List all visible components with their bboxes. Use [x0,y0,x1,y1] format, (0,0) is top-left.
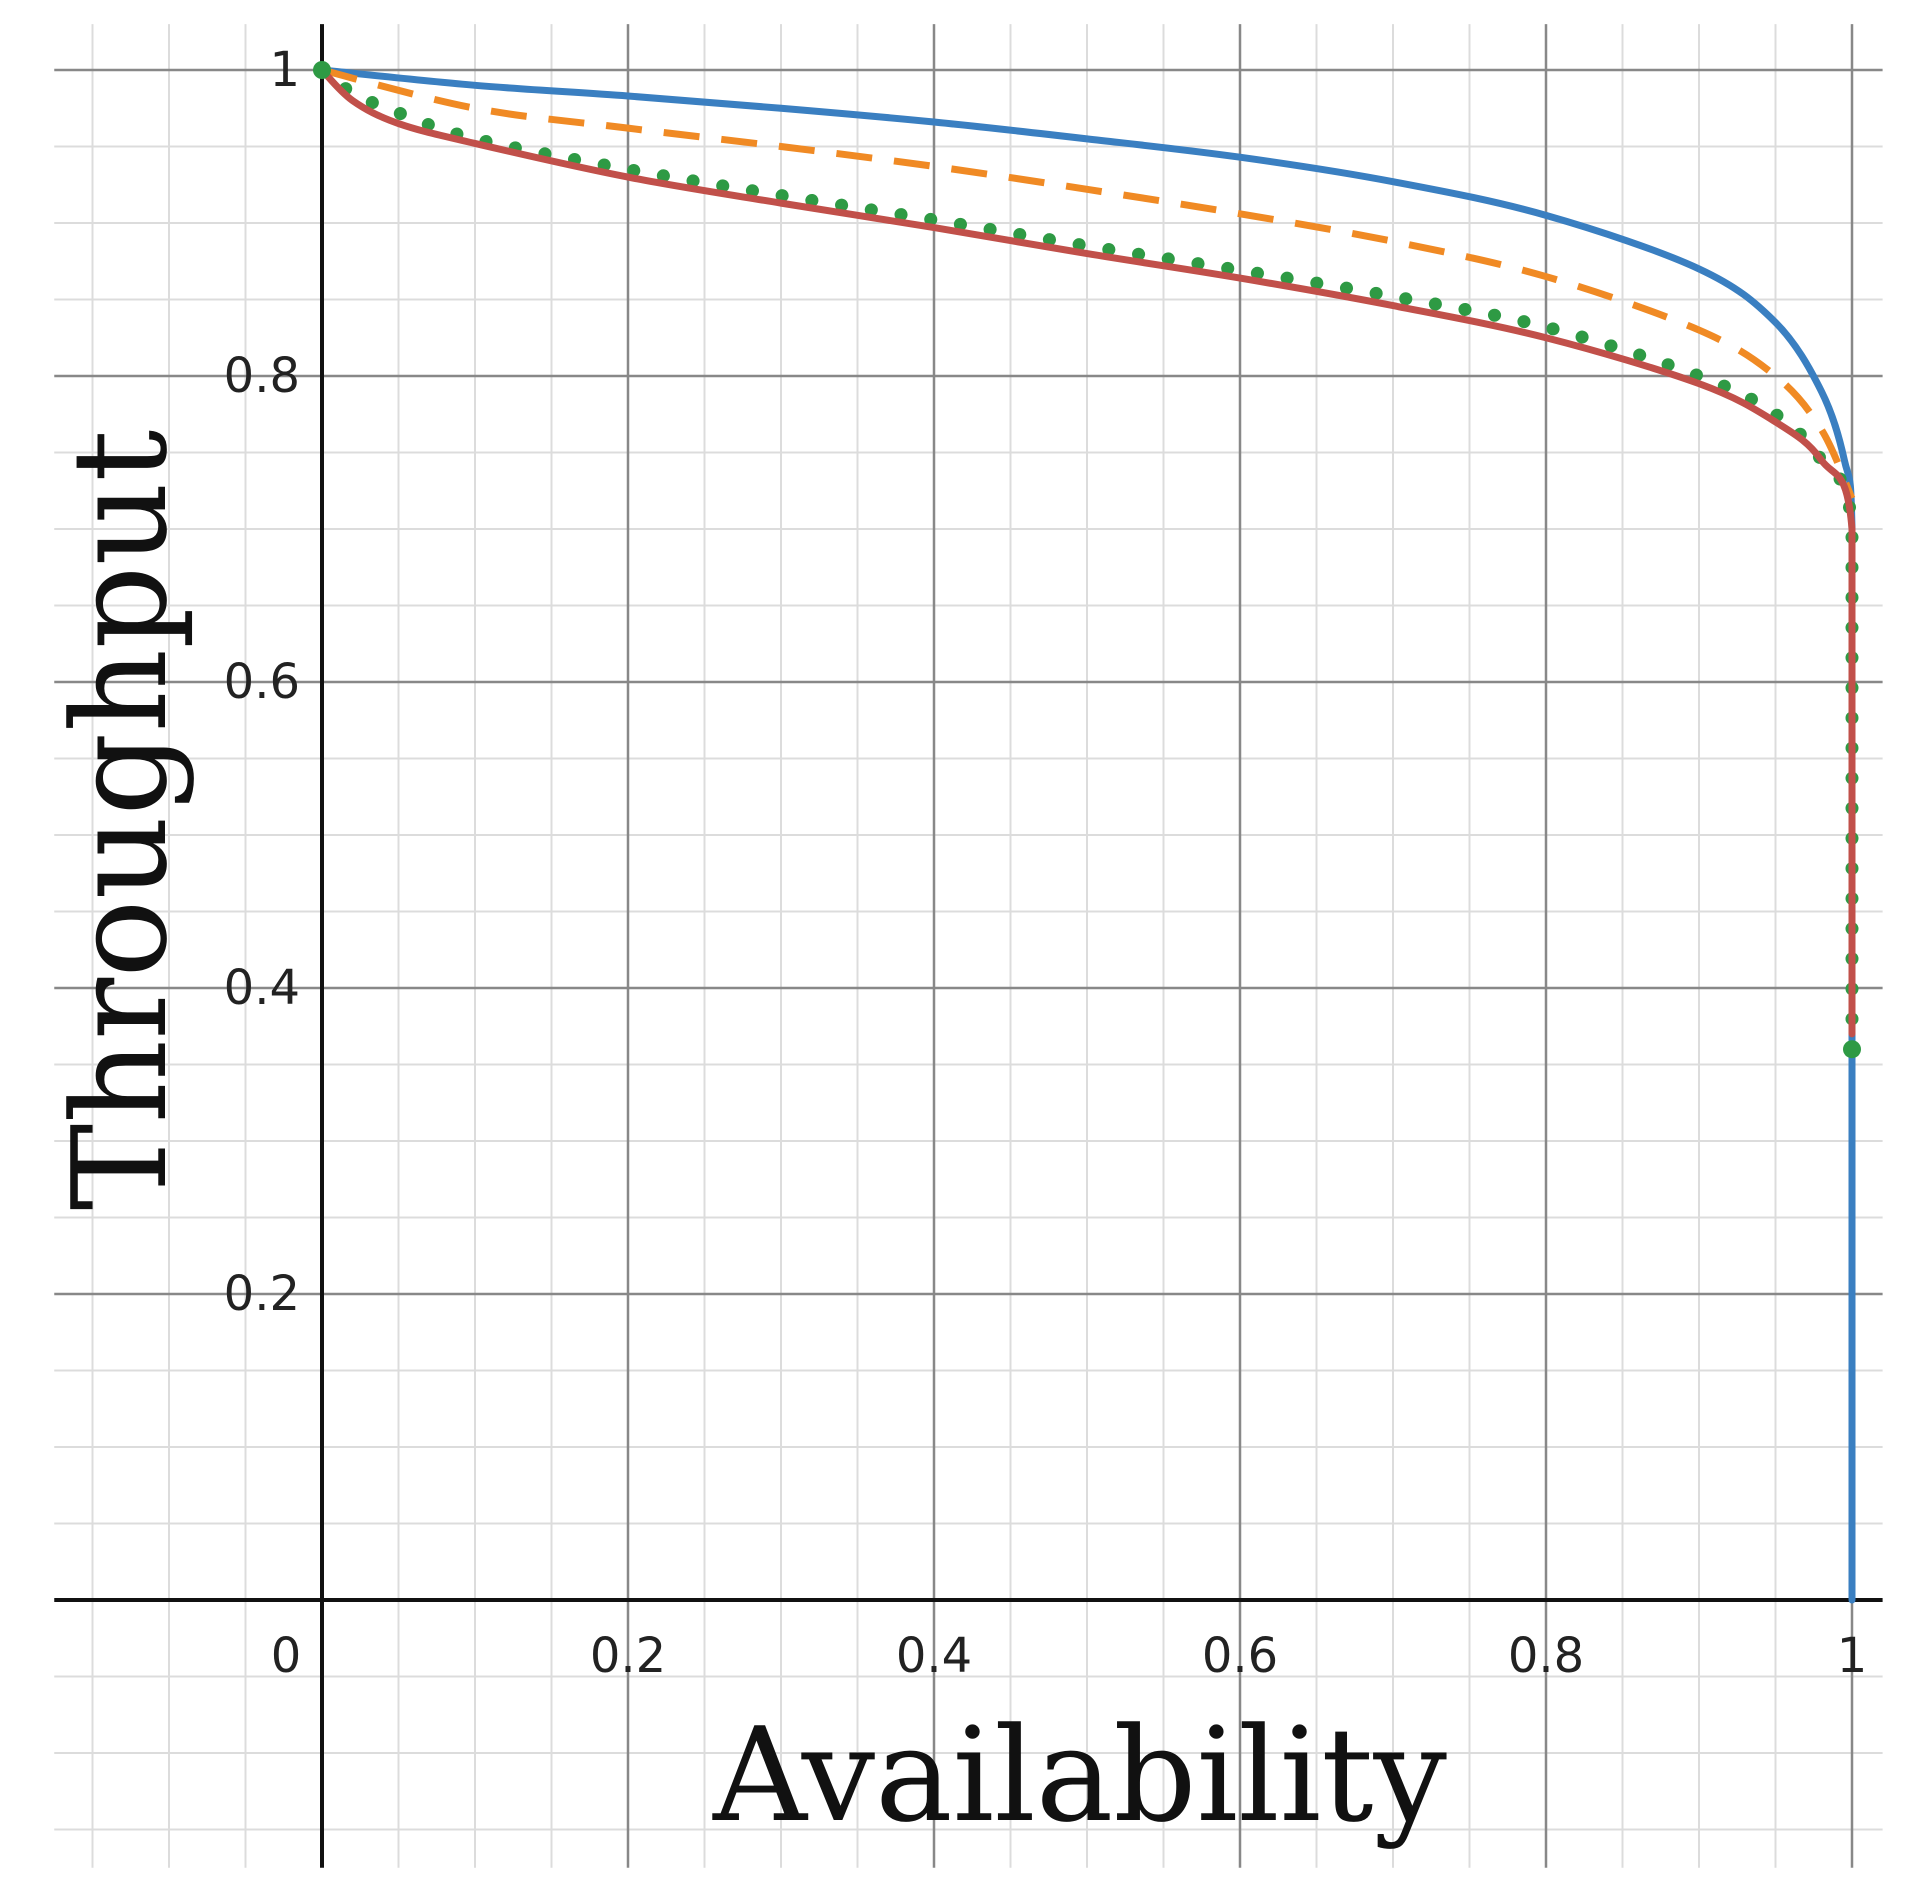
axes [54,24,1883,1868]
y-tick-label: 1 [269,42,300,98]
y-tick-label: 0.2 [224,1266,300,1322]
tick-labels: 0 0.2 0.4 0.6 0.8 1 0.2 0.4 0.6 0.8 1 [224,42,1868,1684]
y-axis-title: Throughput [44,430,196,1211]
y-tick-label: 0.8 [224,348,300,404]
major-gridlines [54,24,1883,1868]
x-tick-label: 0.2 [590,1628,666,1684]
x-tick-label: 0.4 [896,1628,972,1684]
x-tick-label: 1 [1837,1628,1868,1684]
minor-gridlines [54,24,1883,1868]
series-endpoint-dot [1843,1040,1861,1059]
series-line-1 [318,66,1856,1604]
x-axis-title: Availability [712,1699,1447,1851]
series-startpoint-dot [313,61,331,79]
series-line-4 [318,66,1856,1038]
series-line-2 [321,66,1856,500]
series-line-3 [315,63,1859,1056]
y-tick-label: 0.4 [224,960,300,1016]
y-tick-label: 0.6 [224,654,300,710]
series-layer [313,61,1861,1604]
x-tick-label: 0.8 [1508,1628,1584,1684]
x-tick-label: 0.6 [1202,1628,1278,1684]
x-tick-label: 0 [271,1628,302,1684]
